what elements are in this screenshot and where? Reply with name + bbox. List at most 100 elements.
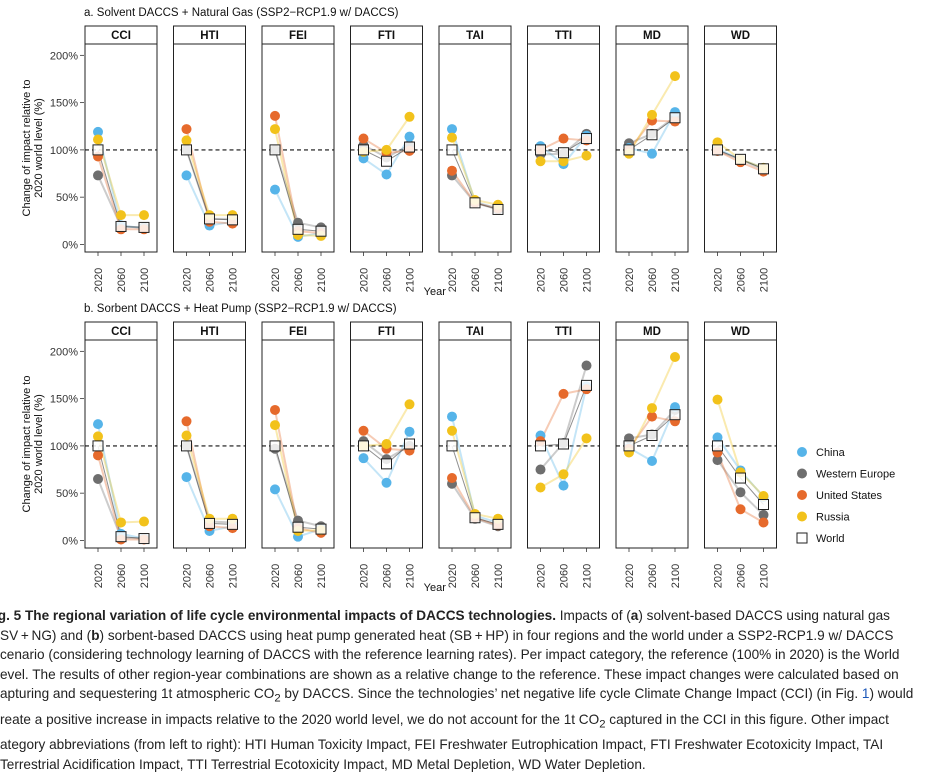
x-tick-label: 2060 — [736, 564, 748, 588]
facet-fei: FEI 2020 2060 2100 — [261, 321, 335, 588]
data-point-china — [270, 184, 280, 195]
data-point-world — [492, 518, 504, 530]
data-point-russia — [404, 111, 415, 122]
data-point-world — [712, 440, 723, 452]
data-point-russia — [270, 420, 280, 431]
data-point-western-europe — [535, 464, 546, 475]
data-point-world — [623, 440, 635, 452]
chart-panel-b: b. Sorbent DACCS + Heat Pump (SSP2−RCP1.… — [21, 303, 777, 594]
legend-key-china — [797, 447, 807, 457]
x-tick-label: 2020 — [93, 564, 105, 588]
data-point-united-states — [270, 404, 280, 415]
data-point-world — [227, 518, 238, 530]
data-point-china — [447, 411, 457, 422]
x-tick-label: 2100 — [228, 564, 240, 588]
data-point-world — [646, 429, 658, 441]
x-tick-label: 2020 — [270, 268, 282, 292]
data-point-russia — [558, 156, 569, 167]
facet-label: FEI — [289, 30, 307, 42]
facet-fti: FTI 2020 2060 2100 — [350, 25, 423, 292]
x-tick-label: 2100 — [759, 564, 771, 588]
y-tick-label: 100% — [50, 145, 78, 157]
data-point-world — [712, 144, 723, 156]
data-point-world — [181, 440, 192, 452]
facet-label: WD — [731, 30, 750, 42]
x-tick-label: 2060 — [470, 564, 482, 588]
data-point-united-states — [558, 133, 569, 144]
data-point-china — [181, 170, 192, 181]
facet-hti: HTI 2020 2060 2100 — [173, 25, 246, 292]
data-point-china — [270, 484, 280, 495]
data-point-world — [138, 221, 150, 233]
chart-panel-a: a. Solvent DACCS + Natural Gas (SSP2−RCP… — [21, 7, 777, 298]
legend-label: United States — [816, 490, 883, 502]
data-point-united-states — [93, 450, 103, 461]
figure-reference-link[interactable]: 1 — [861, 686, 870, 702]
data-point-united-states — [270, 110, 280, 121]
x-tick-label: 2100 — [493, 268, 505, 292]
facet-label: FTI — [378, 326, 395, 338]
x-tick-label: 2100 — [759, 268, 771, 292]
caption-text: ) solvent-based DACCS using natural gas — [638, 608, 890, 623]
x-tick-label: 2020 — [624, 564, 636, 588]
data-point-china — [358, 453, 369, 464]
data-point-world — [92, 144, 104, 156]
data-point-world — [358, 440, 369, 452]
legend-key-russia — [797, 511, 807, 522]
data-point-world — [138, 533, 150, 545]
data-point-russia — [581, 150, 592, 161]
data-point-china — [647, 456, 657, 467]
data-point-world — [735, 472, 746, 484]
data-point-world — [315, 523, 327, 535]
facet-hti: HTI 2020 2060 2100 — [173, 321, 246, 588]
data-point-china — [647, 148, 657, 159]
legend-label: China — [816, 447, 846, 459]
data-point-china — [558, 480, 569, 491]
x-tick-label: 2020 — [182, 564, 194, 588]
data-point-russia — [381, 144, 392, 155]
data-point-world — [758, 499, 769, 511]
y-tick-label: 150% — [50, 394, 78, 406]
data-point-world — [623, 144, 635, 156]
data-point-russia — [712, 394, 723, 405]
data-point-united-states — [447, 473, 457, 484]
x-tick-label: 2060 — [205, 268, 217, 292]
data-point-western-europe — [758, 509, 769, 520]
x-tick-label: 2060 — [382, 268, 394, 292]
legend-key-united-states — [797, 490, 807, 500]
data-point-western-europe — [581, 360, 592, 371]
data-point-russia — [139, 210, 149, 221]
data-point-china — [181, 472, 192, 483]
x-tick-label: 2100 — [405, 268, 417, 292]
caption-panel-b: b — [91, 627, 100, 643]
data-point-world — [227, 214, 238, 226]
facet-tai: TAI 2020 2060 2100 — [438, 25, 512, 292]
data-point-russia — [535, 482, 546, 493]
facet-label: MD — [643, 326, 661, 338]
facet-md: MD 2020 2060 2100 — [615, 321, 689, 588]
facet-label: FTI — [378, 30, 395, 42]
data-point-russia — [447, 425, 457, 436]
figure-caption: ig. 5 The regional variation of life cyc… — [0, 606, 934, 774]
y-tick-label: 100% — [50, 441, 78, 453]
data-point-united-states — [758, 517, 769, 528]
facet-label: TAI — [466, 30, 484, 42]
data-point-world — [669, 409, 681, 421]
facet-label: CCI — [111, 326, 131, 338]
data-point-world — [492, 203, 504, 215]
facet-label: WD — [731, 326, 750, 338]
data-point-russia — [93, 431, 103, 442]
caption-text: Terrestrial Acidification Impact, TTI Te… — [0, 756, 646, 772]
x-tick-label: 2060 — [116, 564, 128, 588]
data-point-russia — [670, 71, 680, 82]
y-tick-label: 0% — [62, 535, 78, 547]
x-tick-label: 2060 — [205, 564, 217, 588]
caption-subscript: 2 — [599, 718, 606, 731]
data-point-united-states — [358, 133, 369, 144]
data-point-united-states — [358, 425, 369, 436]
x-tick-label: 2060 — [559, 564, 571, 588]
x-tick-label: 2100 — [670, 268, 682, 292]
facet-wd: WD 2020 2060 2100 — [704, 321, 777, 588]
caption-text: apturing and sequestering 1t atmospheric… — [0, 686, 275, 702]
data-point-russia — [670, 352, 680, 363]
